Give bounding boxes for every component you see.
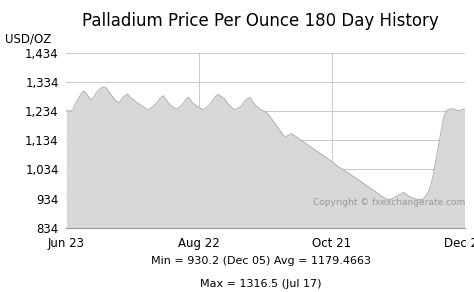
Text: Palladium Price Per Ounce 180 Day History: Palladium Price Per Ounce 180 Day Histor… xyxy=(82,12,439,30)
Text: Copyright © fxexchangerate.com: Copyright © fxexchangerate.com xyxy=(313,198,465,207)
Text: Max = 1316.5 (Jul 17): Max = 1316.5 (Jul 17) xyxy=(200,279,321,289)
Text: USD/OZ: USD/OZ xyxy=(5,32,51,45)
Text: Min = 930.2 (Dec 05) Avg = 1179.4663: Min = 930.2 (Dec 05) Avg = 1179.4663 xyxy=(151,256,371,266)
